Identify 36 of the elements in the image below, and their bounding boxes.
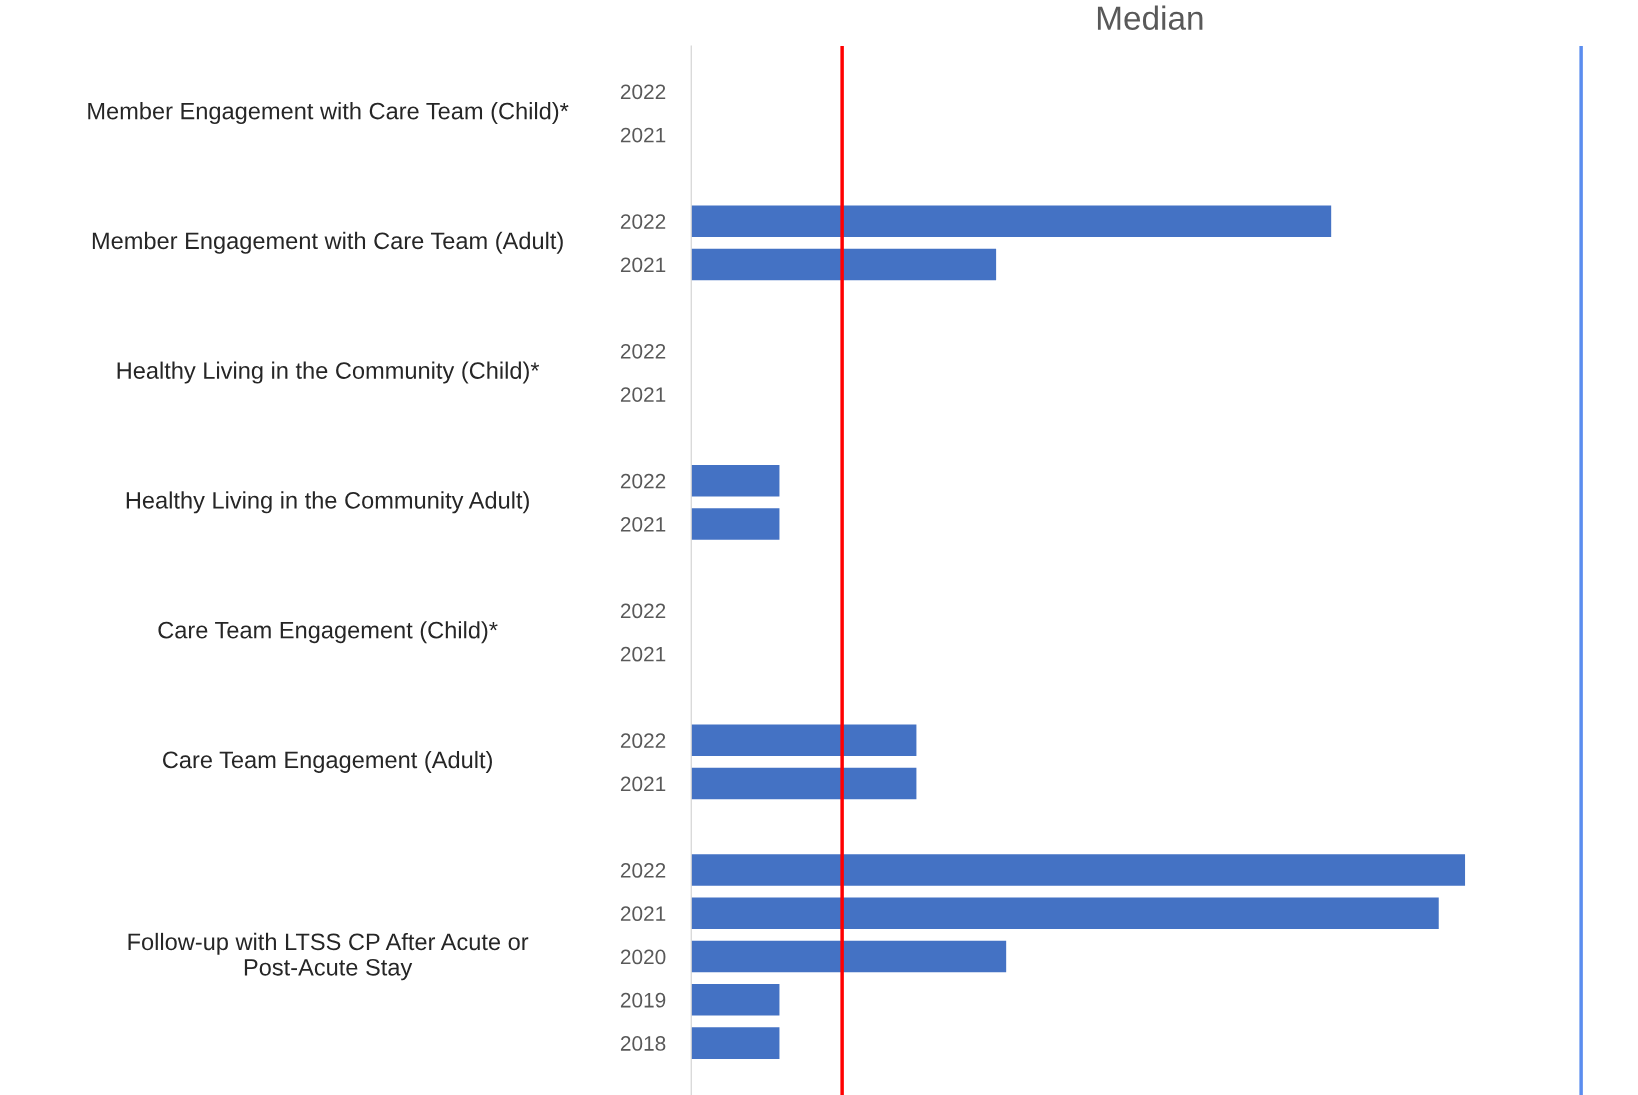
y-tick-label: 2021 bbox=[620, 516, 666, 532]
y-tick-label: 2022 bbox=[620, 84, 666, 100]
y-tick-label: 2022 bbox=[620, 863, 666, 878]
bar bbox=[691, 940, 1007, 973]
y-tick-label: 2022 bbox=[620, 343, 666, 359]
bar bbox=[691, 205, 1332, 237]
y-tick-label: 2022 bbox=[620, 214, 666, 229]
text: Follow-up with LTSS CP After Acute or Post-Acute Stay bbox=[128, 932, 529, 981]
text: Care Team Engagement (Child)* bbox=[158, 621, 498, 644]
y-tick-label: 2021 bbox=[620, 906, 666, 922]
bar bbox=[691, 897, 1439, 930]
bar bbox=[691, 464, 780, 497]
bar bbox=[691, 984, 780, 1016]
text: Healthy Living in the Community Adult) bbox=[126, 491, 529, 514]
y-tick-label: 2022 bbox=[620, 733, 666, 749]
y-tick-label: 2020 bbox=[620, 949, 666, 965]
text: Healthy Living in the Community (Child)* bbox=[117, 361, 540, 384]
bar bbox=[691, 724, 917, 757]
y-tick-label: 2021 bbox=[620, 257, 666, 273]
bar bbox=[691, 1027, 780, 1059]
y-tick-label: 2019 bbox=[620, 992, 666, 1008]
text: Care Team Engagement (Adult) bbox=[163, 750, 492, 773]
y-tick-label: 2022 bbox=[620, 473, 666, 489]
y-tick-label: 2021 bbox=[620, 387, 666, 402]
chart-title: Median bbox=[1097, 5, 1203, 30]
text: Member Engagement with Care Team (Adult) bbox=[92, 231, 563, 254]
bar bbox=[691, 508, 780, 540]
y-tick-label: 2021 bbox=[620, 127, 666, 143]
y-tick-label: 2018 bbox=[620, 1036, 666, 1051]
y-tick-label: 2021 bbox=[620, 646, 666, 662]
y-tick-label: 2022 bbox=[620, 603, 666, 619]
bar bbox=[691, 767, 917, 800]
bar bbox=[691, 854, 1466, 886]
bar bbox=[691, 248, 997, 281]
text: Member Engagement with Care Team (Child)* bbox=[88, 102, 569, 125]
y-tick-label: 2021 bbox=[620, 776, 666, 792]
